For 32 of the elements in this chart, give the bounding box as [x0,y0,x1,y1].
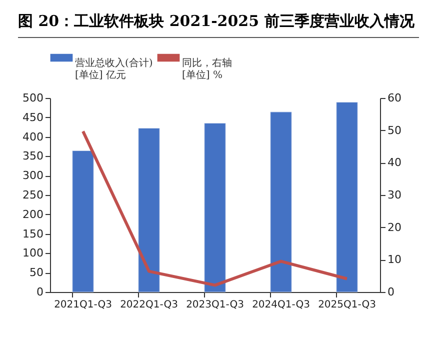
x-tick-label: 2022Q1-Q3 [120,300,178,310]
y2-tick-label: 30 [388,188,402,202]
bar [270,112,292,292]
y-tick-label: 450 [22,110,44,124]
y2-tick-label: 50 [388,124,402,137]
y-tick-label: 50 [30,266,44,280]
y-tick-label: 300 [22,169,44,182]
y2-tick-label: 0 [388,286,394,298]
x-tick-label: 2023Q1-Q3 [186,300,244,310]
bar [138,128,160,292]
y-tick-label: 100 [22,246,44,260]
y2-tick-label: 40 [388,156,402,170]
y-tick-label: 400 [22,130,44,144]
x-tick-label: 2021Q1-Q3 [54,300,112,310]
y-tick-label: 150 [22,227,44,240]
y2-tick-label: 60 [388,92,402,104]
bar [72,150,94,292]
y-tick-label: 200 [22,208,44,221]
line-series [82,130,348,287]
y-tick-label: 0 [36,286,44,298]
legend-label: 同比，右轴 [单位] % [182,56,232,81]
y-tick-label: 500 [22,92,44,104]
y-tick-label: 250 [22,188,44,202]
bar [204,122,226,292]
y-tick-label: 350 [22,150,44,163]
x-tick-label: 2025Q1-Q3 [318,300,376,310]
chart-title: 图 20：工业软件板块 2021-2025 前三季度营业收入情况 [18,0,419,38]
y2-tick-label: 10 [388,253,402,266]
x-tick-label: 2024Q1-Q3 [252,300,310,310]
y2-tick-label: 20 [388,220,402,234]
legend-label: 营业总收入(合计) [单位] 亿元 [75,56,153,81]
bar [336,102,358,292]
